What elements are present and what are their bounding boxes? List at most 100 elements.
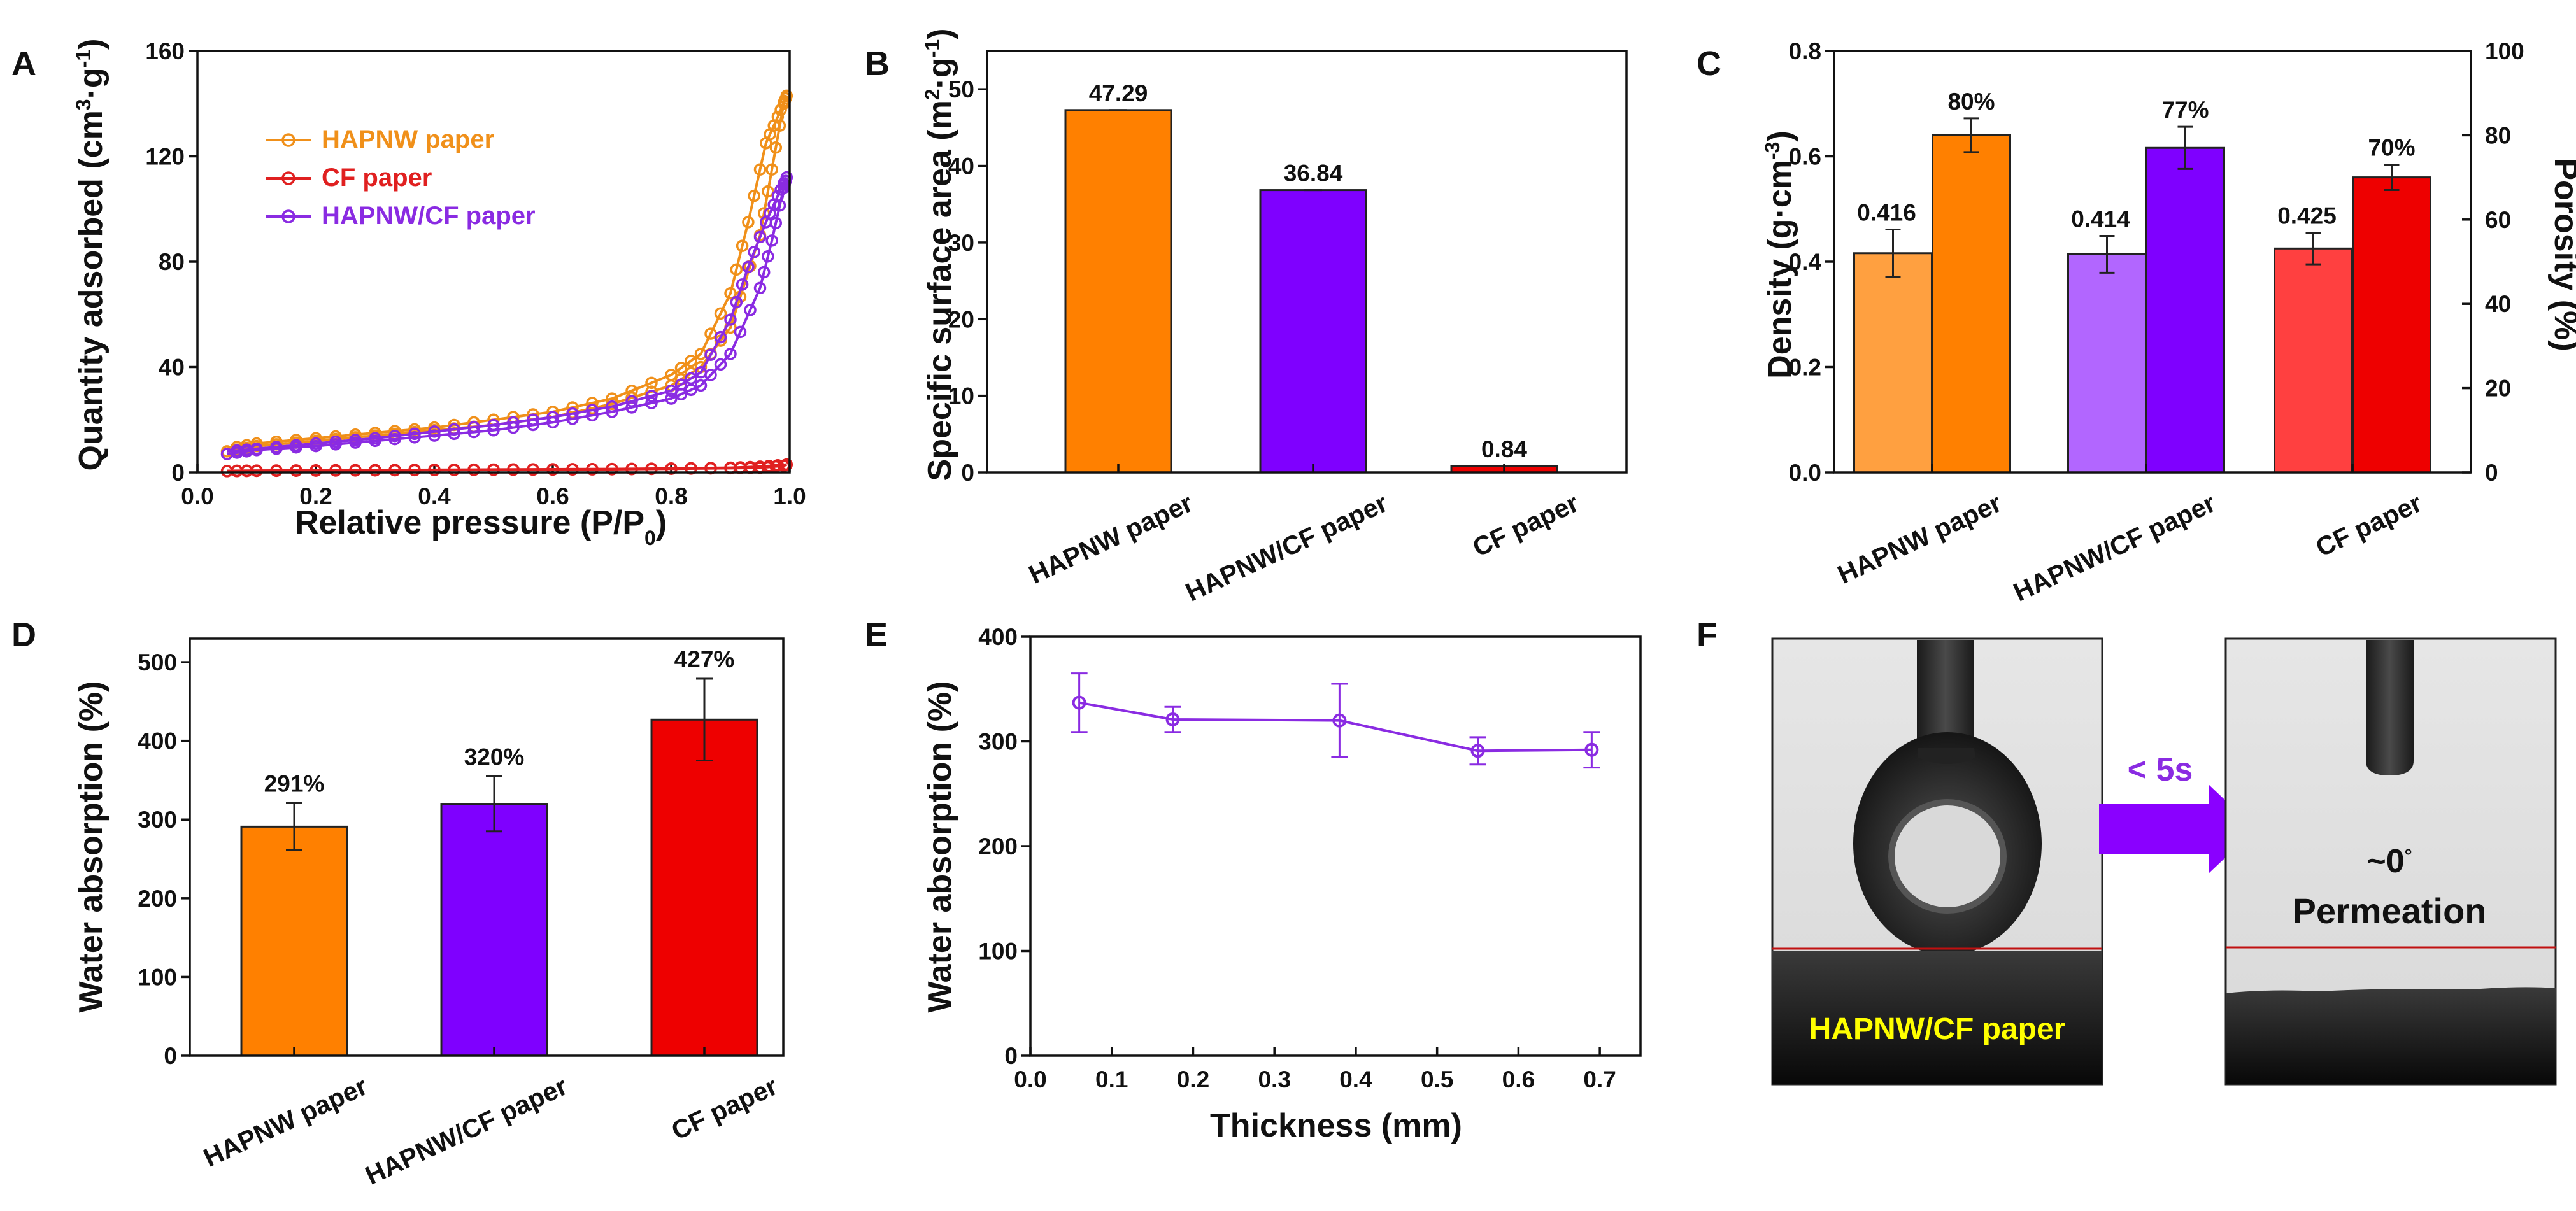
- isotherm-point: [329, 464, 342, 477]
- c-y-right-tick-label: 80: [2485, 122, 2511, 148]
- porosity-value-label: 80%: [1947, 89, 1995, 115]
- porosity-value-label: 70%: [2368, 135, 2415, 161]
- isotherm-point: [467, 421, 480, 434]
- isotherm-point: [714, 307, 727, 320]
- paper-substrate: [1772, 951, 2102, 1084]
- isotherm-point: [388, 430, 401, 443]
- panel-e: E Water absorption (%) Thickness (mm) 0 1…: [865, 616, 1642, 1144]
- legend-marker: [281, 209, 295, 223]
- isotherm-point: [774, 103, 787, 117]
- isotherm-point: [724, 287, 737, 300]
- panel-e-ticks: 0 100 200 300 400 0.0 0.1 0.2 0.3 0.4 0.5 0.6 0.7: [978, 624, 1616, 1093]
- isotherm-point: [369, 432, 381, 444]
- bar: [650, 718, 758, 1057]
- density-bar: [2067, 253, 2147, 474]
- isotherm-point: [645, 376, 658, 390]
- c-y-left-tick-label: 0.0: [1789, 460, 1821, 486]
- isotherm-point: [231, 444, 243, 457]
- c-y-left-tick-label: 0.6: [1789, 144, 1821, 170]
- category-label: HAPNW/CF paper: [1181, 488, 1392, 607]
- category-label: HAPNW paper: [1024, 488, 1197, 589]
- data-point: [1165, 712, 1180, 726]
- porosity-bar: [2352, 176, 2431, 474]
- c-y-left-tick-label: 0.2: [1789, 355, 1821, 381]
- bar-value-label: 36.84: [1284, 160, 1343, 187]
- a-x-tick-label: 0.0: [181, 483, 213, 509]
- b-y-tick-label: 50: [948, 76, 974, 103]
- panel-b-y-axis-label: Specific surface area (m2·g-1): [921, 29, 958, 481]
- isotherm-point: [566, 463, 579, 476]
- isotherm-point: [625, 395, 638, 408]
- isotherm-point: [736, 278, 749, 291]
- category-label: HAPNW paper: [199, 1071, 371, 1172]
- isotherm-point: [270, 464, 283, 477]
- permeation-label: Permeation: [2293, 891, 2487, 931]
- panel-a-series: [220, 89, 793, 478]
- bar: [1064, 109, 1172, 474]
- legend-marker: [281, 171, 295, 185]
- panel-c-bars: 0.416 80% HAPNW paper 0.414 77% HAPNW/CF pape…: [1833, 89, 2431, 607]
- isotherm-point: [546, 463, 559, 476]
- b-y-tick-label: 20: [948, 306, 974, 332]
- isotherm-point: [694, 366, 708, 379]
- panel-b-frame: [986, 50, 1628, 474]
- c-y-right-tick-label: 40: [2485, 291, 2511, 317]
- bar-value-label: 291%: [264, 770, 325, 797]
- isotherm-point: [310, 464, 322, 477]
- d-y-tick-label: 100: [138, 964, 177, 990]
- isotherm-point: [724, 313, 737, 326]
- b-y-tick-label: 10: [948, 383, 974, 409]
- isotherm-point: [645, 390, 658, 402]
- panel-c-frame: [1833, 50, 2472, 474]
- isotherm-point: [369, 464, 381, 477]
- e-x-tick-label: 0.3: [1258, 1066, 1290, 1093]
- data-point: [1072, 695, 1086, 710]
- isotherm-point: [780, 171, 793, 184]
- isotherm-point: [665, 462, 678, 475]
- legend-label: CF paper: [322, 164, 432, 192]
- e-x-tick-label: 0.7: [1583, 1066, 1616, 1093]
- droplet-photo-after: ~0° Permeation: [2224, 637, 2557, 1086]
- e-x-tick-label: 0.1: [1095, 1066, 1128, 1093]
- density-bar: [1853, 252, 1933, 474]
- a-x-tick-label: 0.8: [655, 483, 687, 509]
- isotherm-point: [408, 427, 421, 441]
- legend-label: HAPNW/CF paper: [322, 202, 536, 230]
- droplet-photo-before: HAPNW/CF paper: [1771, 637, 2103, 1086]
- isotherm-point: [448, 423, 460, 436]
- isotherm-point: [753, 281, 767, 295]
- isotherm-point: [757, 266, 771, 279]
- a-x-tick-label: 0.4: [418, 483, 451, 509]
- density-value-label: 0.416: [1857, 200, 1916, 226]
- a-x-tick-label: 1.0: [773, 483, 806, 509]
- thickness-series-line: [1079, 701, 1592, 753]
- isotherm-point: [645, 462, 658, 475]
- panel-e-y-axis-label: Water absorption (%): [922, 681, 958, 1013]
- isotherm-point: [586, 463, 599, 476]
- isotherm-point: [762, 185, 774, 198]
- isotherm-point: [349, 464, 362, 477]
- panel-b: B Specific surface area (m2·g-1) 0 10 20 30…: [865, 29, 1628, 607]
- isotherm-point: [665, 392, 678, 405]
- isotherm-desorption-line: [227, 95, 788, 450]
- isotherm-point: [685, 372, 697, 385]
- panel-e-x-axis-label: Thickness (mm): [1210, 1107, 1462, 1144]
- isotherm-point: [765, 163, 778, 176]
- isotherm-point: [774, 183, 787, 196]
- panel-a-frame: [196, 50, 791, 474]
- isotherm-point: [507, 416, 520, 429]
- b-y-tick-label: 30: [948, 230, 974, 256]
- isotherm-point: [744, 304, 757, 316]
- panel-f: F HAPNW/CF paper < 5s ~0° Permeation: [1697, 616, 2557, 1086]
- d-y-tick-label: 400: [138, 728, 177, 754]
- panel-c-left-axis-label: Density (g·cm-3): [1761, 131, 1798, 379]
- isotherm-point: [566, 407, 579, 420]
- isotherm-point: [760, 137, 772, 150]
- isotherm-point: [487, 463, 500, 476]
- isotherm-point: [231, 464, 243, 478]
- e-y-tick-label: 200: [978, 833, 1018, 860]
- droplet-neck: [1918, 748, 1975, 764]
- photo-caption: HAPNW/CF paper: [1809, 1012, 2066, 1046]
- panel-a-letter: A: [11, 45, 36, 83]
